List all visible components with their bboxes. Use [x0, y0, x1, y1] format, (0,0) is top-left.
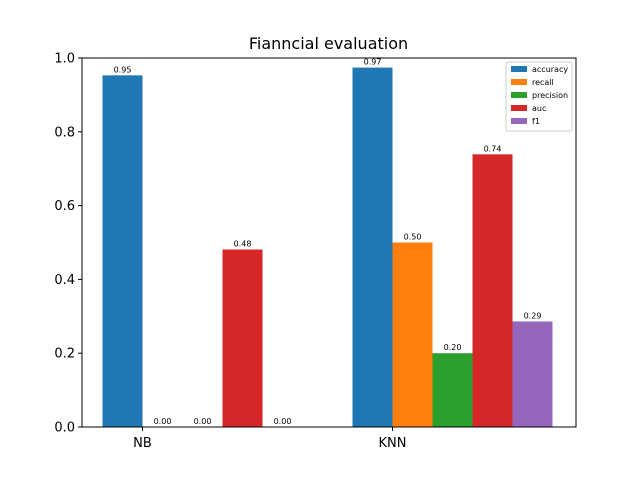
legend-swatch-recall — [511, 79, 527, 85]
y-tick-label: 0.0 — [54, 421, 75, 436]
y-axis: 0.0 0.2 0.4 0.6 0.8 1.0 — [54, 52, 82, 436]
bar-label-auc-nb: 0.48 — [234, 240, 252, 249]
legend: accuracy recall precision auc f1 — [505, 61, 573, 132]
bar-label-accuracy-nb: 0.95 — [114, 65, 132, 74]
bar-accuracy-nb — [102, 75, 143, 427]
bar-label-f1-nb: 0.00 — [274, 417, 292, 426]
legend-swatch-accuracy — [511, 66, 527, 72]
bar-label-accuracy-knn: 0.97 — [364, 58, 382, 67]
bar-accuracy-knn — [352, 67, 393, 428]
bar-auc-knn — [472, 154, 513, 427]
x-tick-label-knn: KNN — [379, 436, 407, 451]
legend-label-auc: auc — [532, 104, 546, 113]
bar-label-recall-knn: 0.50 — [404, 233, 422, 242]
y-tick-label: 0.8 — [54, 125, 75, 140]
bar-f1-knn — [512, 321, 553, 427]
bar-recall-knn — [392, 242, 433, 427]
bars-layer — [102, 67, 553, 428]
legend-label-f1: f1 — [532, 117, 540, 126]
bar-labels-layer: 0.95 0.97 0.00 0.50 0.00 0.20 0.48 0.74 0.00 0.29 — [114, 58, 542, 426]
bar-label-auc-knn: 0.74 — [484, 144, 502, 153]
y-tick-label: 0.2 — [54, 347, 75, 362]
x-axis: NB KNN — [133, 427, 406, 451]
legend-swatch-precision — [511, 92, 527, 98]
plot-frame — [81, 57, 577, 428]
bar-auc-nb — [222, 249, 263, 427]
legend-swatch-f1 — [511, 118, 527, 124]
bar-label-precision-knn: 0.20 — [444, 343, 462, 352]
legend-swatch-auc — [511, 105, 527, 111]
bar-label-recall-nb: 0.00 — [154, 417, 172, 426]
y-tick-label: 0.6 — [54, 199, 75, 214]
legend-label-recall: recall — [532, 78, 554, 87]
x-tick-label-nb: NB — [133, 436, 152, 451]
bar-precision-knn — [432, 353, 473, 427]
legend-label-precision: precision — [532, 91, 568, 100]
y-tick-label: 0.4 — [54, 273, 75, 288]
y-tick-label: 1.0 — [54, 52, 75, 67]
bar-label-precision-nb: 0.00 — [194, 417, 212, 426]
bar-label-f1-knn: 0.29 — [524, 311, 542, 320]
legend-label-accuracy: accuracy — [532, 65, 568, 74]
chart-title: Fianncial evaluation — [249, 34, 408, 53]
